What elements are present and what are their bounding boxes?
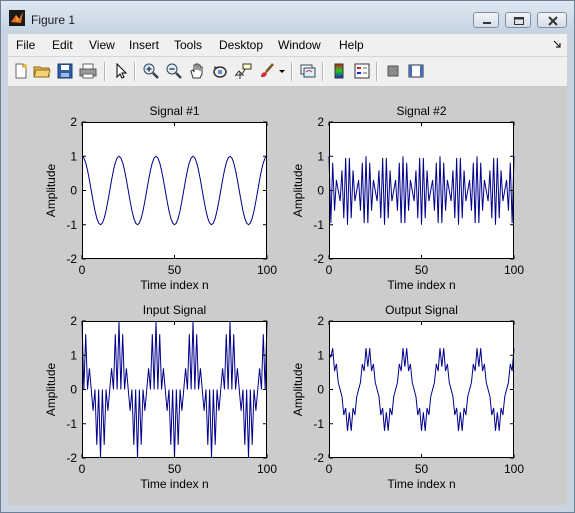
toolbar-separator xyxy=(134,62,136,81)
signal1-line xyxy=(81,155,268,226)
menu-tools[interactable]: Tools xyxy=(174,38,203,52)
output-signal-ytick-label: -1 xyxy=(313,417,324,431)
signal1-ytick-label: -1 xyxy=(66,218,77,232)
signal2-xtick-label: 0 xyxy=(326,263,333,277)
legend-icon[interactable] xyxy=(353,62,371,80)
signal2-ylabel: Amplitude xyxy=(291,164,305,218)
signal1-xlabel: Time index n xyxy=(140,278,208,292)
signal1-ylabel: Amplitude xyxy=(44,164,58,218)
open-file-icon[interactable] xyxy=(33,62,51,80)
output-signal-xtick-label: 0 xyxy=(326,462,333,476)
signal2-axes-background xyxy=(329,122,514,259)
input-signal-xlabel: Time index n xyxy=(140,477,208,491)
input-signal-ylabel: Amplitude xyxy=(44,363,58,417)
signal2-xlabel: Time index n xyxy=(387,278,455,292)
brush-icon[interactable] xyxy=(258,62,276,80)
input-signal-xtick-label: 50 xyxy=(168,462,182,476)
toolbar-separator xyxy=(376,62,378,81)
rotate-3d-icon[interactable] xyxy=(211,62,229,80)
signal1-xtick-label: 50 xyxy=(168,263,182,277)
input-signal-title: Input Signal xyxy=(143,303,206,317)
signal1-xtick-label: 0 xyxy=(79,263,86,277)
signal2-ytick-label: 0 xyxy=(317,184,324,198)
input-signal-ytick-label: -1 xyxy=(66,417,77,431)
select-arrow-icon[interactable] xyxy=(112,62,130,80)
output-signal-ylabel: Amplitude xyxy=(291,363,305,417)
menu-view[interactable]: View xyxy=(89,38,115,52)
menu-insert[interactable]: Insert xyxy=(129,38,160,52)
output-signal-xtick-label: 100 xyxy=(504,462,524,476)
output-signal-axes-background xyxy=(329,321,514,458)
print-icon[interactable] xyxy=(79,62,97,80)
input-signal-xtick-label: 100 xyxy=(257,462,277,476)
menu-bar: File Edit View Insert Tools Desktop Wind… xyxy=(8,34,567,57)
output-signal-ytick-label: 2 xyxy=(317,314,324,328)
signal2-ytick-label: -2 xyxy=(313,252,324,266)
maximize-button[interactable] xyxy=(505,12,531,28)
link-plot-icon[interactable] xyxy=(299,62,317,80)
signal2-line xyxy=(328,156,515,225)
output-signal-ytick-label: 1 xyxy=(317,348,324,362)
toolbar-separator xyxy=(322,62,324,81)
signal1-ytick-label: 0 xyxy=(70,184,77,198)
colorbar-icon[interactable] xyxy=(330,62,348,80)
output-signal-line xyxy=(328,348,515,431)
menu-window[interactable]: Window xyxy=(278,38,321,52)
hide-plot-tools-icon[interactable] xyxy=(384,62,402,80)
input-signal-ytick-label: 0 xyxy=(70,383,77,397)
signal2-xtick-label: 100 xyxy=(504,263,524,277)
signal1-xtick-label: 100 xyxy=(257,263,277,277)
new-figure-icon[interactable] xyxy=(12,62,30,80)
output-signal-xlabel: Time index n xyxy=(387,477,455,491)
output-signal-xtick-label: 50 xyxy=(415,462,429,476)
save-icon[interactable] xyxy=(56,62,74,80)
minimize-button[interactable] xyxy=(473,12,499,28)
menu-help[interactable]: Help xyxy=(339,38,364,52)
figure-toolbar xyxy=(8,57,567,87)
signal2-ytick-label: 2 xyxy=(317,115,324,129)
signal2-ytick-label: 1 xyxy=(317,149,324,163)
signal1-ytick-label: 2 xyxy=(70,115,77,129)
zoom-out-icon[interactable] xyxy=(165,62,183,80)
output-signal-ytick-label: -2 xyxy=(313,451,324,465)
matlab-logo-icon xyxy=(9,10,25,26)
input-signal-ytick-label: 1 xyxy=(70,348,77,362)
input-signal-xtick-label: 0 xyxy=(79,462,86,476)
title-bar[interactable]: Figure 1 xyxy=(1,1,574,33)
input-signal-ytick-label: -2 xyxy=(66,451,77,465)
menu-file[interactable]: File xyxy=(16,38,36,52)
zoom-in-icon[interactable] xyxy=(142,62,160,80)
brush-dropdown-icon[interactable] xyxy=(278,62,286,80)
signal1-ytick-label: -2 xyxy=(66,252,77,266)
window-title: Figure 1 xyxy=(31,13,76,27)
signal2-title: Signal #2 xyxy=(396,104,446,118)
signal1-ytick-label: 1 xyxy=(70,149,77,163)
data-cursor-icon[interactable] xyxy=(234,62,252,80)
dock-arrow-icon[interactable] xyxy=(553,40,561,48)
toolbar-separator xyxy=(291,62,293,81)
signal1-title: Signal #1 xyxy=(149,104,199,118)
signal2-ytick-label: -1 xyxy=(313,218,324,232)
signal1-axes-background xyxy=(82,122,267,259)
output-signal-ytick-label: 0 xyxy=(317,383,324,397)
input-signal-axes-background xyxy=(82,321,267,458)
input-signal-ytick-label: 2 xyxy=(70,314,77,328)
toolbar-separator xyxy=(104,62,106,81)
show-plot-tools-icon[interactable] xyxy=(407,62,425,80)
output-signal-title: Output Signal xyxy=(385,303,458,317)
close-button[interactable] xyxy=(537,12,567,28)
signal2-xtick-label: 50 xyxy=(415,263,429,277)
pan-hand-icon[interactable] xyxy=(188,62,206,80)
figure-canvas: 2 1 0 -1 -2 0 50 100 Signal #1 Time index n Amplit… xyxy=(8,87,567,505)
menu-desktop[interactable]: Desktop xyxy=(219,38,264,52)
menu-edit[interactable]: Edit xyxy=(52,38,73,52)
